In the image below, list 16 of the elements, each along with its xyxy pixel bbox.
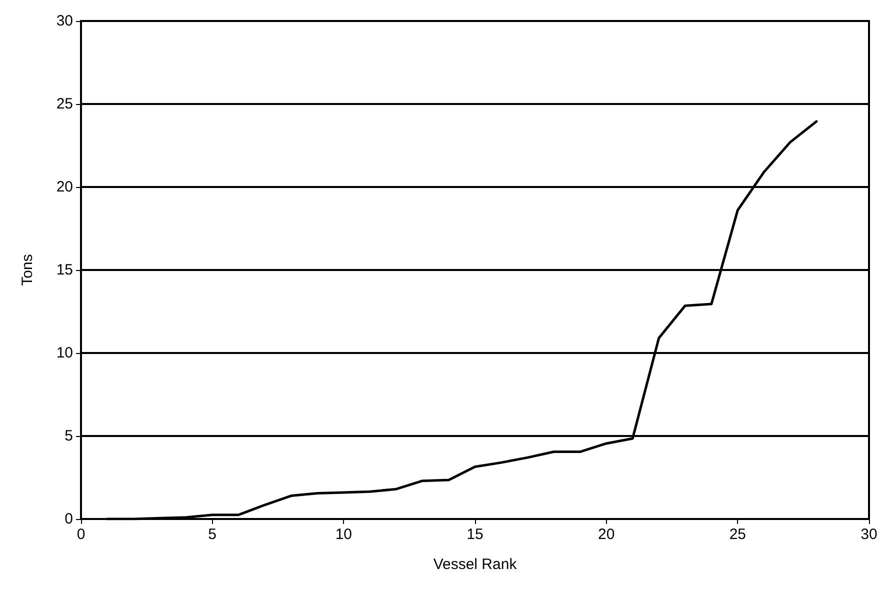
y-tick-label: 30	[56, 12, 73, 30]
y-tick-label: 20	[56, 178, 73, 196]
x-tick-label: 10	[335, 526, 352, 543]
y-tick-label: 10	[56, 344, 73, 362]
x-tick-label: 0	[76, 526, 86, 543]
x-tick-label: 5	[208, 526, 217, 543]
x-tick-label: 30	[860, 526, 878, 543]
x-tick-label: 25	[729, 526, 746, 543]
y-axis-title: Tons	[19, 254, 36, 286]
x-axis-title: Vessel Rank	[433, 556, 518, 573]
x-tick-label: 15	[466, 526, 484, 543]
y-tick-label: 15	[56, 262, 73, 278]
y-tick-label: 25	[56, 96, 73, 112]
y-tick-label: 0	[64, 510, 73, 528]
y-tick-label: 5	[64, 428, 73, 444]
x-tick-label: 20	[598, 526, 615, 543]
